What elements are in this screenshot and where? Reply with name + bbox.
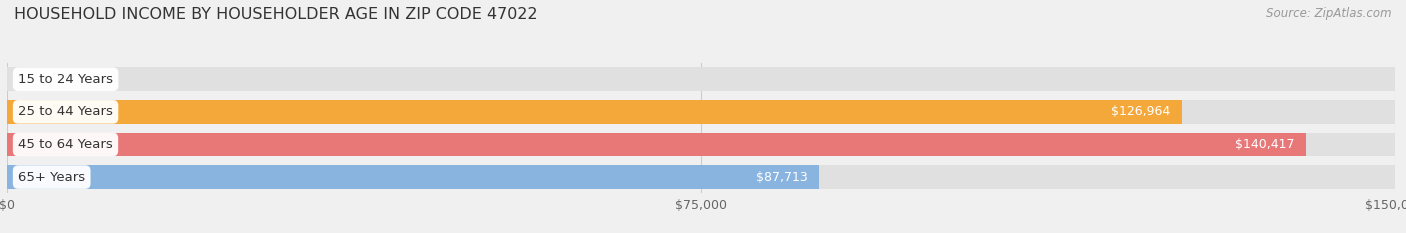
Text: $0: $0 bbox=[18, 73, 34, 86]
Text: 45 to 64 Years: 45 to 64 Years bbox=[18, 138, 112, 151]
Text: $87,713: $87,713 bbox=[755, 171, 807, 184]
Bar bbox=[7, 165, 1395, 189]
Bar bbox=[7, 133, 1306, 156]
Bar bbox=[7, 100, 1395, 123]
Bar bbox=[7, 165, 818, 189]
Bar bbox=[7, 133, 1395, 156]
Text: 65+ Years: 65+ Years bbox=[18, 171, 86, 184]
Text: 25 to 44 Years: 25 to 44 Years bbox=[18, 105, 112, 118]
Text: Source: ZipAtlas.com: Source: ZipAtlas.com bbox=[1267, 7, 1392, 20]
Text: HOUSEHOLD INCOME BY HOUSEHOLDER AGE IN ZIP CODE 47022: HOUSEHOLD INCOME BY HOUSEHOLDER AGE IN Z… bbox=[14, 7, 537, 22]
Bar bbox=[7, 68, 1395, 91]
Text: 15 to 24 Years: 15 to 24 Years bbox=[18, 73, 112, 86]
Bar bbox=[7, 100, 1181, 123]
Text: $126,964: $126,964 bbox=[1111, 105, 1171, 118]
Text: $140,417: $140,417 bbox=[1236, 138, 1295, 151]
